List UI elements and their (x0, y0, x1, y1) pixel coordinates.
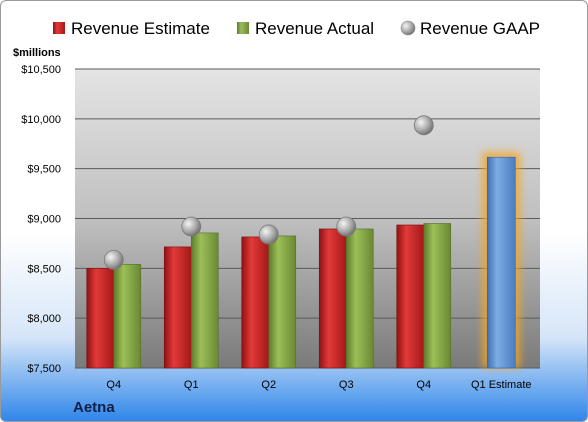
bar-revenue-actual (113, 264, 142, 369)
legend-swatch (400, 20, 416, 36)
y-tick-label: $9,000 (27, 214, 61, 226)
x-tick-label: Q1 Estimate (471, 379, 532, 391)
bar-revenue-actual (423, 223, 452, 369)
y-tick-label: $8,000 (27, 313, 61, 325)
bar-revenue-estimate (163, 246, 192, 369)
marker-revenue-gaap (336, 216, 357, 237)
y-tick-label: $10,000 (21, 114, 61, 126)
gridlines (75, 68, 540, 369)
company-name: Aetna (73, 399, 115, 416)
y-axis-label: $millions (13, 47, 61, 59)
marker-revenue-gaap (181, 216, 202, 237)
marker-revenue-gaap (413, 115, 434, 136)
y-tick-label: $8,500 (27, 263, 61, 275)
bar-revenue-estimate (396, 224, 425, 369)
marker-revenue-gaap (258, 224, 279, 245)
marker-revenue-gaap (103, 249, 124, 270)
legend: Revenue Estimate Revenue Actual Revenue GA… (53, 19, 540, 38)
bar-revenue-estimate (86, 268, 115, 369)
x-tick-label: Q1 (184, 379, 199, 391)
y-tick-label: $10,500 (21, 64, 61, 76)
bars (86, 152, 521, 369)
legend-label: Revenue Actual (255, 19, 374, 38)
bar-revenue-estimate (241, 236, 270, 369)
x-axis-ticks: Q4 Q1 Q2 Q3 Q4 Q1 Estimate (106, 379, 531, 391)
x-tick-label: Q2 (261, 379, 276, 391)
y-tick-label: $7,500 (27, 363, 61, 375)
legend-swatch (53, 22, 65, 34)
bar-revenue-actual (268, 235, 297, 369)
legend-label: Revenue GAAP (420, 19, 540, 38)
bar-q1-estimate (486, 156, 516, 369)
bar-revenue-estimate (318, 228, 347, 369)
bar-revenue-actual (190, 232, 219, 369)
bar-revenue-actual (345, 228, 374, 369)
x-tick-label: Q3 (339, 379, 354, 391)
y-tick-label: $9,500 (27, 164, 61, 176)
y-axis-ticks: $7,500 $8,000 $8,500 $9,000 $9,500 $10,000 $10… (21, 64, 61, 375)
x-tick-label: Q4 (106, 379, 121, 391)
legend-swatch (237, 22, 249, 34)
x-tick-label: Q4 (416, 379, 431, 391)
gaap-markers (103, 115, 434, 270)
legend-label: Revenue Estimate (71, 19, 210, 38)
